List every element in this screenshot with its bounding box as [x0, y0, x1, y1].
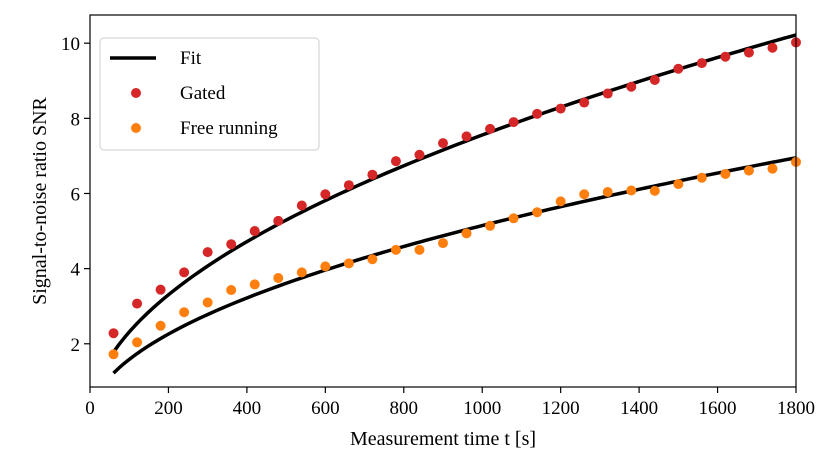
- x-tick-label: 1200: [542, 398, 580, 419]
- free-running-point: [555, 196, 566, 207]
- free-running-point: [438, 238, 448, 249]
- free-running-point: [390, 244, 401, 255]
- gated-point: [602, 88, 613, 99]
- gated-point: [132, 298, 143, 309]
- gated-point: [532, 108, 543, 119]
- plot-area: [108, 33, 801, 375]
- gated-point: [579, 97, 590, 108]
- free-running-point: [626, 185, 637, 196]
- gated-point: [343, 180, 354, 191]
- free-running-point: [461, 228, 472, 239]
- free-running-point: [367, 254, 378, 265]
- gated-point: [273, 215, 284, 226]
- free-running-point: [767, 163, 778, 174]
- free-running-point: [485, 220, 496, 231]
- gated-point: [108, 328, 119, 339]
- gated-point: [485, 123, 496, 134]
- free-running-point: [273, 273, 284, 284]
- free-running-point: [696, 172, 707, 183]
- x-tick-label: 800: [390, 398, 419, 419]
- legend: Fit Gated Free running: [99, 37, 320, 151]
- gated-point: [508, 117, 519, 128]
- gated-point: [296, 200, 307, 211]
- x-tick-label: 600: [311, 398, 340, 419]
- y-tick-label: 8: [71, 109, 81, 130]
- free-running-point: [108, 349, 119, 360]
- gated-point: [649, 75, 660, 86]
- x-tick-label: 0: [85, 398, 95, 419]
- free-running-point: [296, 267, 307, 278]
- x-tick-label: 400: [233, 398, 262, 419]
- gated-point: [414, 149, 425, 160]
- free-running-point: [414, 244, 425, 255]
- x-tick-label: 1600: [699, 398, 737, 419]
- x-axis-label: Measurement time t [s]: [350, 428, 536, 450]
- free-running-point: [226, 285, 237, 296]
- free-running-point: [720, 168, 731, 179]
- gated-point: [555, 103, 566, 114]
- gated-point: [720, 51, 731, 62]
- fit-curve: [112, 156, 797, 375]
- legend-label-fit: Fit: [180, 48, 202, 69]
- gated-point: [743, 47, 754, 58]
- legend-box: [99, 37, 320, 151]
- free-running-point: [673, 179, 684, 190]
- gated-point: [226, 239, 237, 250]
- axes: 0 200 400 600 800 1000 1200 1400 1600 1800 2 4 6 8 10: [61, 34, 815, 419]
- free-running-point: [532, 207, 543, 218]
- x-tick-label: 1000: [463, 398, 501, 419]
- gated-point: [202, 247, 213, 258]
- free-running-point: [579, 189, 590, 200]
- free-running-point: [508, 213, 519, 224]
- legend-free-marker: [131, 123, 141, 133]
- gated-point: [367, 169, 378, 180]
- gated-point: [673, 63, 684, 74]
- x-tick-label: 200: [154, 398, 183, 419]
- gated-point: [249, 226, 260, 237]
- y-axis-label: Signal-to-noise ratio SNR: [29, 96, 51, 304]
- gated-point: [461, 131, 472, 142]
- free-running-point: [155, 320, 166, 331]
- gated-point: [696, 58, 707, 69]
- free-running-point: [202, 297, 213, 308]
- legend-label-gated: Gated: [180, 83, 226, 104]
- gated-point: [438, 138, 448, 149]
- gated-point: [320, 189, 331, 200]
- free-running-point: [320, 261, 331, 272]
- free-running-point: [132, 337, 143, 348]
- free-running-point: [343, 258, 354, 269]
- x-tick-label: 1800: [777, 398, 815, 419]
- free-running-point: [249, 279, 260, 290]
- gated-point: [179, 267, 190, 278]
- free-running-point: [602, 186, 613, 197]
- plot-frame: [89, 14, 797, 388]
- y-tick-label: 4: [71, 260, 81, 281]
- gated-point: [767, 42, 778, 53]
- y-tick-label: 6: [71, 184, 81, 205]
- y-tick-label: 10: [61, 34, 80, 55]
- y-tick-label: 2: [71, 335, 81, 356]
- gated-point: [626, 81, 637, 92]
- free-running-point: [179, 307, 190, 318]
- free-running-point: [743, 165, 754, 176]
- x-tick-label: 1400: [620, 398, 658, 419]
- legend-label-free-running: Free running: [180, 118, 278, 139]
- gated-point: [155, 284, 166, 295]
- legend-gated-marker: [131, 88, 141, 98]
- gated-point: [390, 156, 401, 167]
- free-running-point: [649, 185, 660, 196]
